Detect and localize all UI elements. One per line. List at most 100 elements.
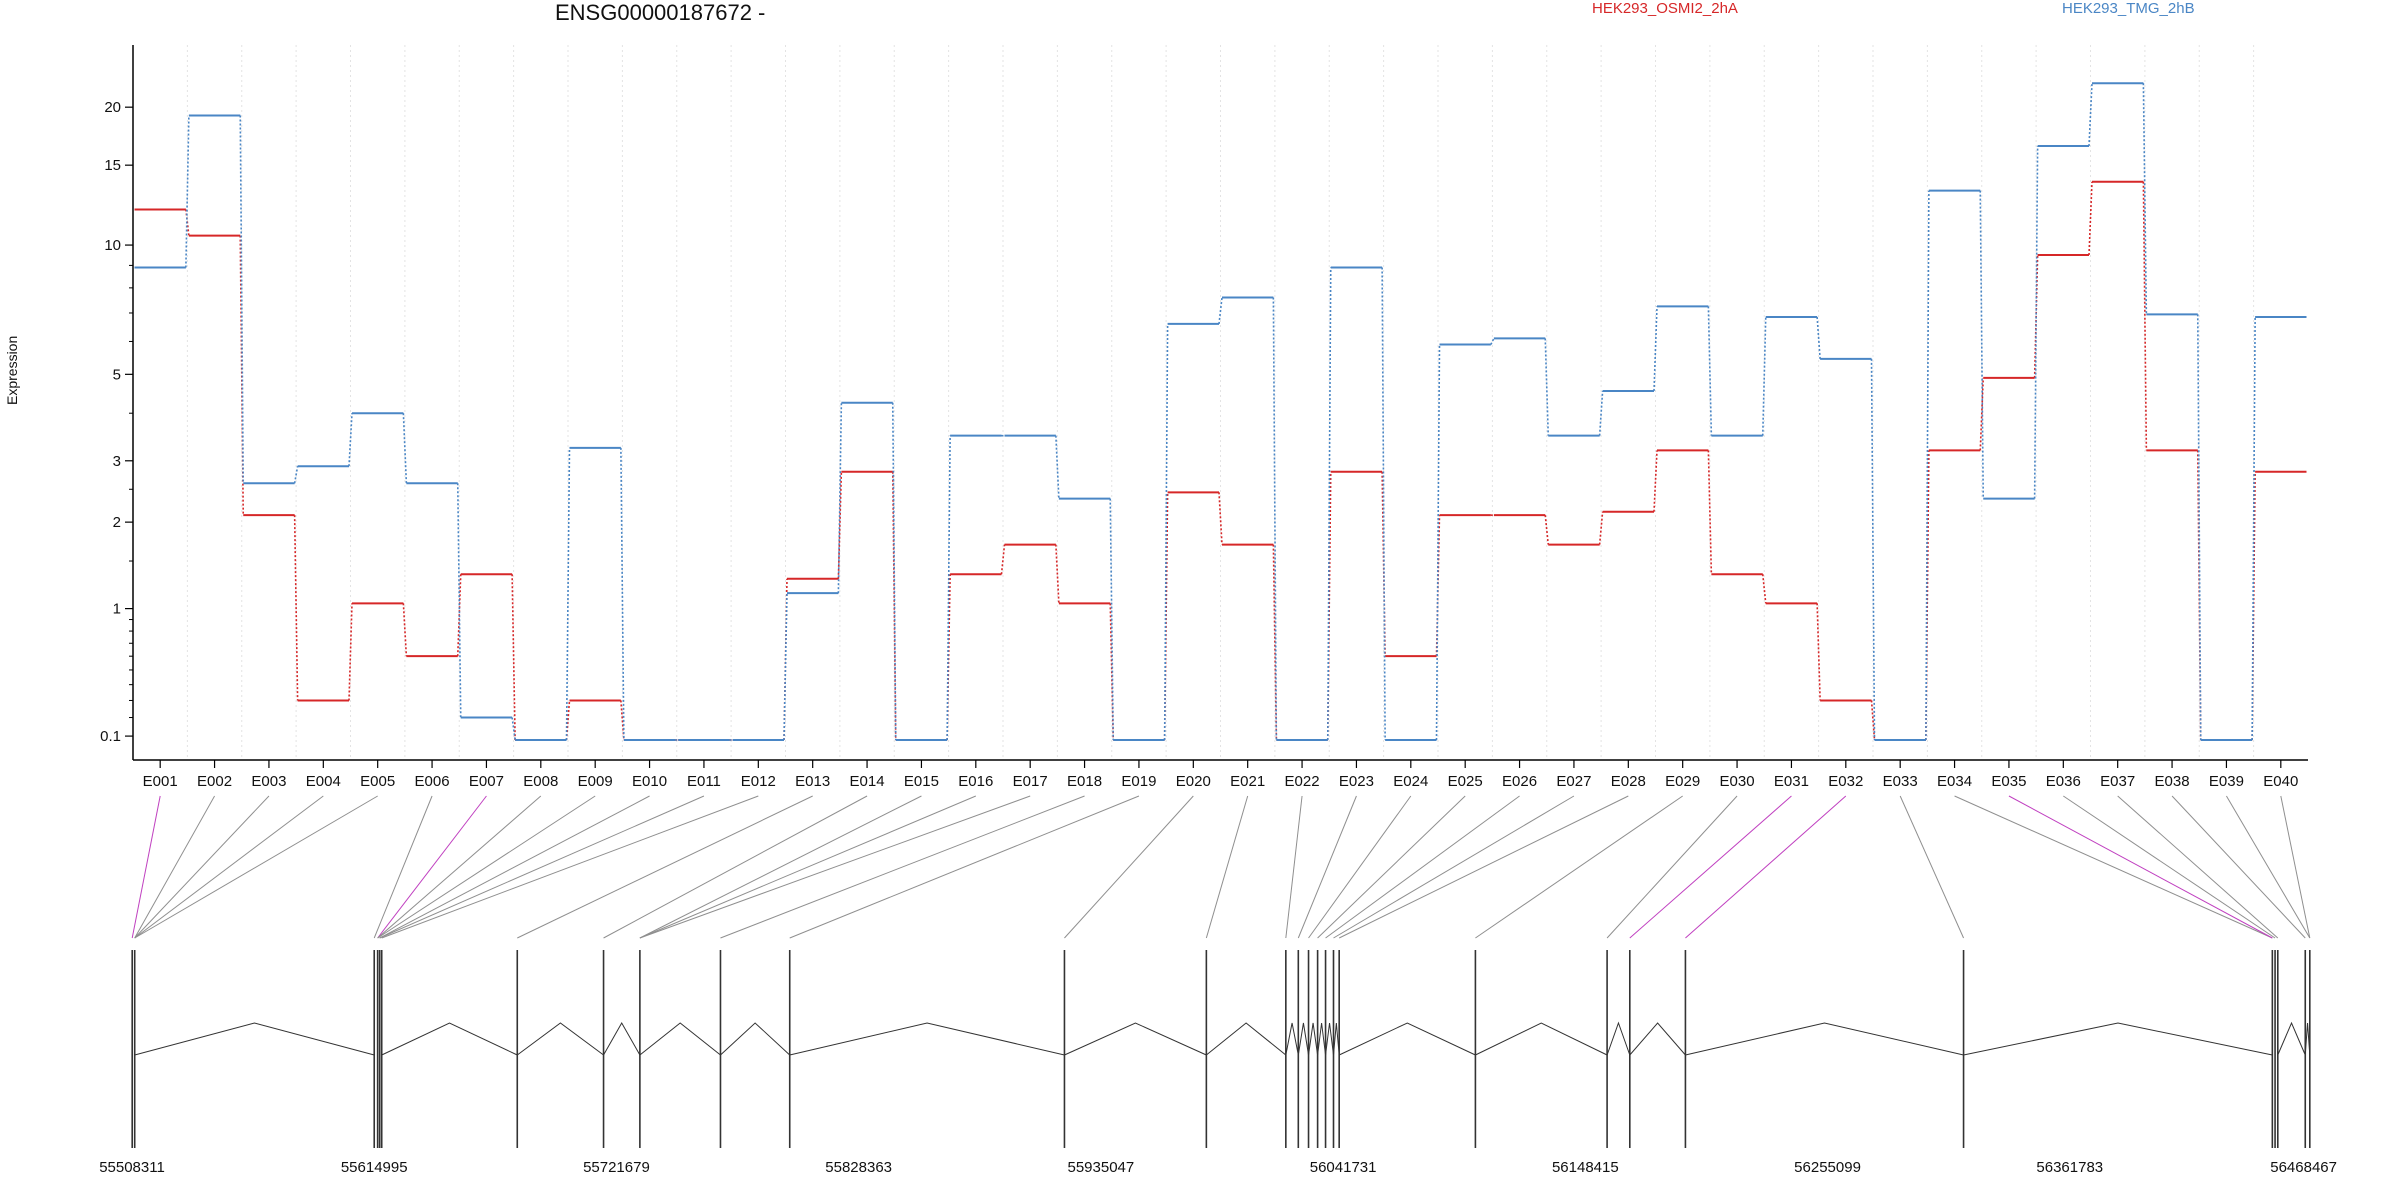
bin-connector — [1317, 795, 1466, 939]
series-2-step — [239, 115, 245, 484]
x-tick-label: E009 — [578, 773, 613, 790]
y-tick-label: 1 — [113, 601, 121, 618]
gene-title: ENSG00000187672 - — [555, 0, 766, 25]
x-tick-label: E005 — [360, 773, 395, 790]
series-1-step — [456, 574, 462, 657]
y-tick-label: 10 — [104, 237, 121, 254]
x-tick-label: E012 — [741, 773, 776, 790]
x-tick-label: E028 — [1611, 773, 1646, 790]
series-1-step — [2088, 181, 2093, 256]
series-2-step — [293, 466, 299, 484]
x-tick-label: E014 — [850, 773, 885, 790]
x-tick-label: E006 — [415, 773, 450, 790]
bin-connector — [603, 795, 868, 939]
bin-connector — [381, 795, 759, 939]
series-1-step — [1272, 544, 1278, 741]
series-2-step — [1816, 316, 1821, 359]
intron-line — [639, 1022, 721, 1056]
bin-connector — [1475, 795, 1683, 939]
genomic-coordinate-label: 56361783 — [2036, 1159, 2103, 1176]
x-tick-label: E004 — [306, 773, 341, 790]
x-tick-label: E021 — [1230, 773, 1265, 790]
bin-connector — [789, 795, 1140, 939]
x-tick-label: E033 — [1883, 773, 1918, 790]
series-2-step — [1979, 190, 1985, 499]
intron-line — [720, 1022, 791, 1056]
bin-connector — [134, 795, 215, 939]
series-2-step — [891, 402, 897, 741]
y-tick-label: 3 — [113, 453, 121, 470]
bin-connector — [1064, 795, 1194, 939]
y-tick-label: 5 — [113, 366, 121, 383]
x-tick-label: E038 — [2155, 773, 2190, 790]
series-2-step — [783, 593, 788, 741]
intron-line — [789, 1022, 1065, 1056]
series-2-step — [565, 447, 571, 741]
bin-connector — [2171, 795, 2306, 939]
bin-connector — [377, 795, 596, 939]
x-tick-label: E031 — [1774, 773, 1809, 790]
y-tick-label: 0.1 — [100, 728, 121, 745]
bin-connector — [720, 795, 1085, 939]
bin-connector — [134, 795, 378, 939]
x-tick-label: E008 — [523, 773, 558, 790]
bin-connector — [2117, 795, 2279, 939]
intron-line — [134, 1022, 375, 1056]
series-2-step — [1055, 435, 1060, 499]
bin-connector — [134, 795, 324, 939]
bin-connector — [639, 795, 922, 939]
x-tick-label: E025 — [1448, 773, 1483, 790]
series-2-step — [1272, 297, 1278, 741]
series-2-step — [1435, 344, 1441, 741]
intron-line — [1308, 1022, 1319, 1056]
series-1-step — [1598, 511, 1604, 545]
bin-connector — [639, 795, 1031, 939]
bin-connector — [1685, 795, 1847, 939]
bin-connector — [639, 795, 977, 939]
series-2-step — [2196, 314, 2202, 741]
series-2-step — [1544, 338, 1550, 436]
intron-line — [1206, 1022, 1287, 1056]
bin-connector — [1333, 795, 1575, 939]
series-2-step — [1925, 190, 1930, 741]
series-1-step — [1435, 515, 1441, 657]
intron-line — [1338, 1022, 1476, 1056]
series-1-step — [348, 603, 353, 701]
genomic-coordinate-label: 56041731 — [1310, 1159, 1377, 1176]
genomic-coordinate-label: 55935047 — [1068, 1159, 1135, 1176]
bin-connector — [2280, 795, 2311, 939]
series-2-step — [2088, 83, 2093, 147]
bin-connector — [1308, 795, 1412, 939]
series-2-step — [1109, 498, 1115, 741]
bin-connector — [2008, 795, 2273, 939]
series-1-step — [1761, 574, 1767, 604]
series-2-step — [1707, 306, 1713, 436]
series-2-step — [946, 435, 951, 741]
intron-line — [1685, 1022, 1964, 1056]
series-1-step — [1816, 603, 1821, 701]
bin-connector — [377, 795, 487, 939]
series-1-step — [402, 603, 408, 657]
genomic-coordinate-label: 55828363 — [825, 1159, 892, 1176]
series-2-step — [2251, 317, 2256, 741]
bin-connector — [1205, 795, 1249, 939]
x-tick-label: E011 — [687, 773, 721, 790]
intron-line — [1325, 1022, 1335, 1056]
x-tick-label: E036 — [2046, 773, 2081, 790]
bin-connector — [1899, 795, 1965, 939]
series-2-step — [1163, 323, 1169, 741]
series-2-step — [1218, 297, 1223, 325]
x-tick-label: E015 — [904, 773, 939, 790]
series-2-step — [185, 115, 190, 268]
series-1-step — [1000, 544, 1006, 575]
y-tick-label: 20 — [104, 99, 121, 116]
x-tick-label: E027 — [1556, 773, 1591, 790]
bin-connector — [134, 795, 270, 939]
bin-connector — [517, 795, 813, 939]
series-2-step — [1870, 358, 1876, 741]
x-tick-label: E040 — [2263, 773, 2298, 790]
series-2-step — [1381, 267, 1386, 741]
series-1-step — [1707, 450, 1713, 575]
